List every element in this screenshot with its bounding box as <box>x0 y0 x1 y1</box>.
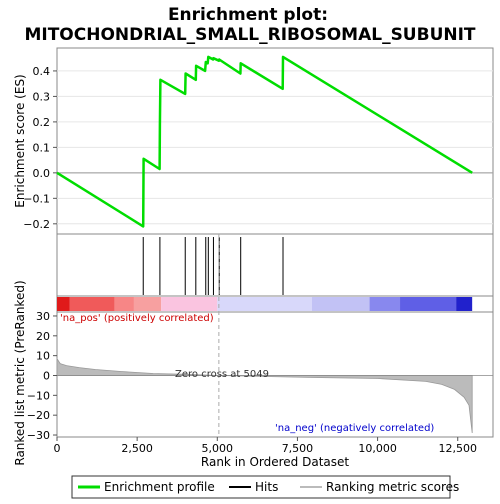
color-bar-segments <box>57 297 473 311</box>
x-tick-label: 7,500 <box>282 442 314 455</box>
rank-y-tick-label: −30 <box>27 429 50 442</box>
x-tick-label: 2,500 <box>121 442 153 455</box>
color-bar-segment <box>456 297 473 311</box>
es-y-tick-label: 0.2 <box>33 116 51 129</box>
es-gridlines <box>57 70 493 225</box>
legend-ranking-label: Ranking metric scores <box>326 480 459 494</box>
es-y-tick-label: 0.1 <box>33 141 51 154</box>
title-line-2: MITOCHONDRIAL_SMALL_RIBOSOMAL_SUBUNIT <box>24 25 475 45</box>
rank-y-tick-label: −20 <box>27 409 50 422</box>
color-bar-segment <box>217 297 312 311</box>
color-bar-segment <box>69 297 115 311</box>
es-line <box>56 55 473 228</box>
pos-correlated-label: 'na_pos' (positively correlated) <box>60 313 214 324</box>
rank-metric-area <box>56 357 473 434</box>
color-bar-segment <box>114 297 134 311</box>
title-line-1: Enrichment plot: <box>168 5 328 25</box>
rank-x-ticks: 0 2,500 5,000 7,500 10,000 12,500 <box>54 437 477 455</box>
es-y-tick-label: −0.2 <box>23 218 50 231</box>
rank-y-tick-label: 30 <box>36 310 50 323</box>
es-y-ticks: −0.2 −0.1 0.0 0.1 0.2 0.3 0.4 <box>23 65 57 231</box>
rank-y-tick-label: 20 <box>36 330 50 343</box>
legend-hits-label: Hits <box>255 480 278 494</box>
hits-panel-frame <box>56 233 494 297</box>
legend-box <box>71 475 451 499</box>
x-tick-label: 0 <box>54 442 61 455</box>
x-tick-label: 10,000 <box>358 442 397 455</box>
rank-y-tick-label: 10 <box>36 350 50 363</box>
es-y-tick-label: 0.3 <box>33 90 51 103</box>
rank-metric-area <box>56 234 493 437</box>
color-bar-segment <box>133 297 162 311</box>
rank-y-tick-label: −10 <box>27 389 50 402</box>
es-y-tick-label: 0.4 <box>33 65 51 78</box>
color-bar-segment <box>57 297 70 311</box>
zero-cross-label: Zero cross at 5049 <box>175 369 269 380</box>
rank-y-tick-label: 0 <box>43 369 50 382</box>
neg-correlated-label: 'na_neg' (negatively correlated) <box>275 423 434 434</box>
color-bar-segment <box>311 297 370 311</box>
rank-y-axis-label: Ranked list metric (PreRanked) <box>13 280 27 465</box>
es-y-tick-label: −0.1 <box>23 192 50 205</box>
es-panel-frame <box>56 47 494 235</box>
x-tick-label: 5,000 <box>202 442 234 455</box>
x-tick-label: 12,500 <box>438 442 477 455</box>
rank-y-ticks: −30 −20 −10 0 10 20 30 <box>27 310 57 442</box>
color-bar-segment <box>400 297 457 311</box>
es-y-axis-label: Enrichment score (ES) <box>13 74 27 207</box>
es-y-tick-label: 0.0 <box>33 167 51 180</box>
x-axis-label: Rank in Ordered Dataset <box>201 455 349 469</box>
es-line-group <box>56 55 473 228</box>
legend-enrichment-label: Enrichment profile <box>104 480 215 494</box>
color-bar-segment <box>161 297 218 311</box>
color-bar-segment <box>369 297 401 311</box>
